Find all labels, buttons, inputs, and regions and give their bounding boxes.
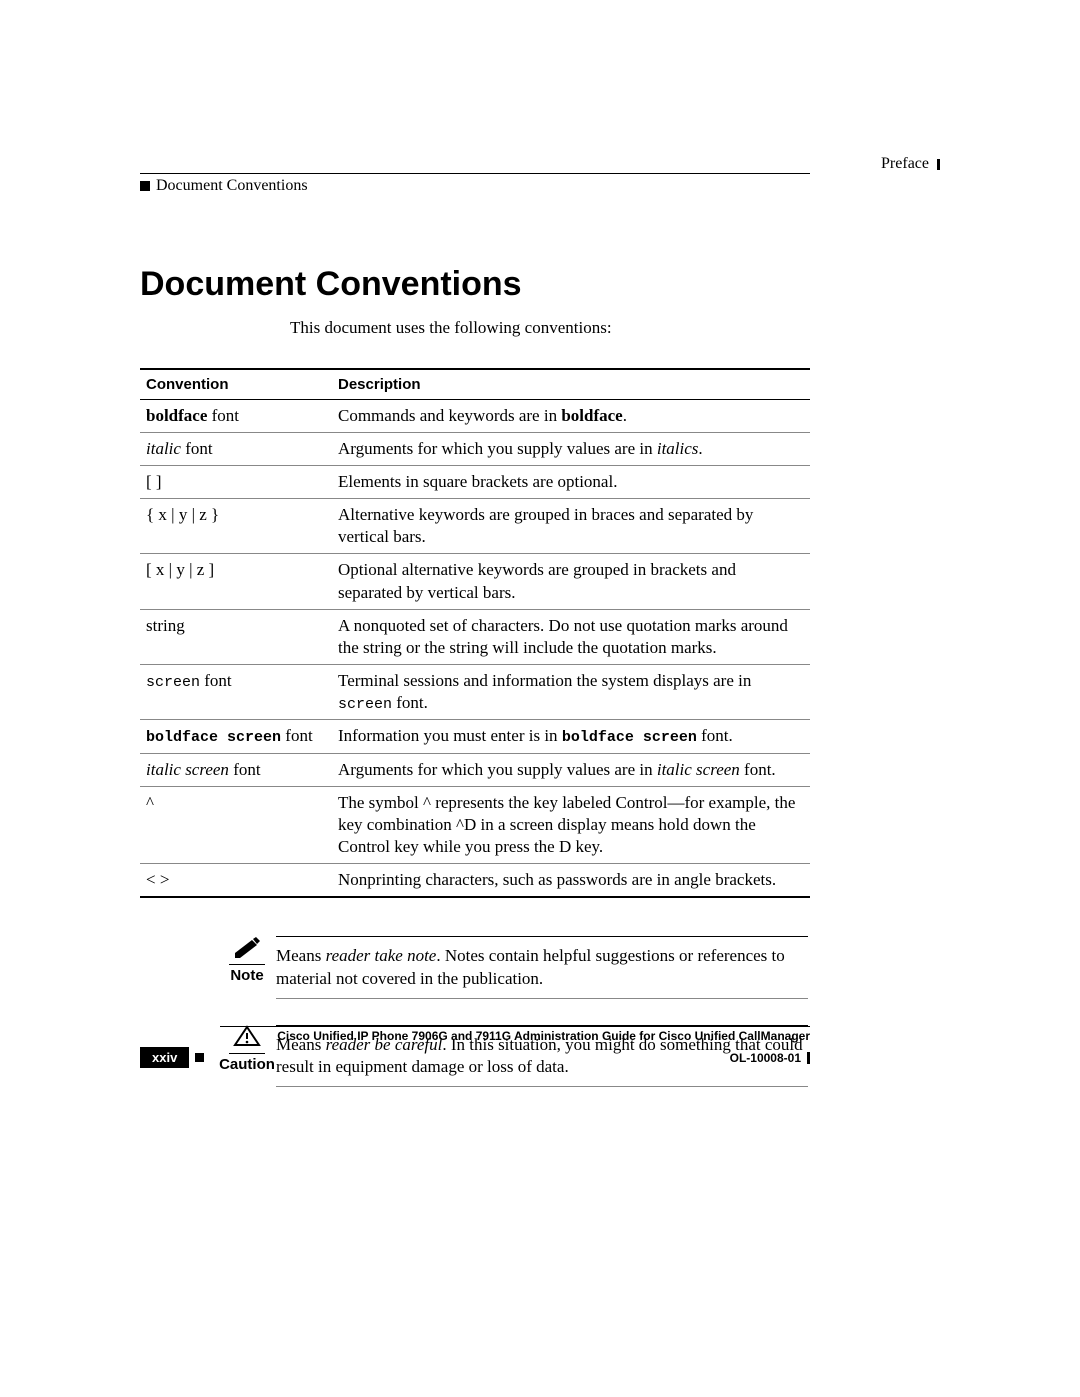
page-number: xxiv <box>140 1047 189 1068</box>
cell-convention: boldface screen font <box>140 720 332 754</box>
cell-description: Nonprinting characters, such as password… <box>332 864 810 898</box>
header-section-label: Document Conventions <box>156 177 308 195</box>
cell-convention: ^ <box>140 787 332 864</box>
header-left-row: Document Conventions <box>140 177 940 195</box>
cell-description: Information you must enter is in boldfac… <box>332 720 810 754</box>
note-icon-block: Note <box>218 936 276 998</box>
cell-convention: screen font <box>140 664 332 720</box>
pencil-icon <box>232 936 262 958</box>
conventions-table: Convention Description boldface font Com… <box>140 368 810 898</box>
cell-description: Arguments for which you supply values ar… <box>332 433 810 466</box>
cell-description: Optional alternative keywords are groupe… <box>332 554 810 609</box>
footer-right: OL-10008-01 <box>730 1051 810 1065</box>
table-header-row: Convention Description <box>140 369 810 400</box>
col-header-description: Description <box>332 369 810 400</box>
cell-convention: { x | y | z } <box>140 499 332 554</box>
note-label: Note <box>218 967 276 984</box>
cell-convention: [ x | y | z ] <box>140 554 332 609</box>
footer-bar <box>807 1052 810 1064</box>
header-square-icon <box>140 181 150 191</box>
cell-description: Terminal sessions and information the sy… <box>332 664 810 720</box>
cell-description: Arguments for which you supply values ar… <box>332 753 810 786</box>
cell-convention: italic font <box>140 433 332 466</box>
table-row: ^ The symbol ^ represents the key labele… <box>140 787 810 864</box>
cell-description: Alternative keywords are grouped in brac… <box>332 499 810 554</box>
table-row: italic font Arguments for which you supp… <box>140 433 810 466</box>
header-rule <box>140 173 810 174</box>
cell-convention: string <box>140 609 332 664</box>
table-row: string A nonquoted set of characters. Do… <box>140 609 810 664</box>
table-row: screen font Terminal sessions and inform… <box>140 664 810 720</box>
table-row: { x | y | z } Alternative keywords are g… <box>140 499 810 554</box>
footer-guide-title: Cisco Unified IP Phone 7906G and 7911G A… <box>140 1029 810 1043</box>
footer-square-icon <box>195 1053 204 1062</box>
preface-label: Preface <box>881 155 929 173</box>
note-body: Means reader take note. Notes contain he… <box>276 936 808 998</box>
cell-description: The symbol ^ represents the key labeled … <box>332 787 810 864</box>
cell-convention: < > <box>140 864 332 898</box>
footer-left: xxiv <box>140 1047 204 1068</box>
table-row: [ x | y | z ] Optional alternative keywo… <box>140 554 810 609</box>
cell-convention: boldface font <box>140 400 332 433</box>
note-callout: Note Means reader take note. Notes conta… <box>218 936 808 998</box>
table-row: boldface font Commands and keywords are … <box>140 400 810 433</box>
header-right-row: Preface <box>140 155 940 173</box>
footer-bottom-row: xxiv OL-10008-01 <box>140 1047 810 1068</box>
footer-rule <box>220 1026 810 1027</box>
cell-description: A nonquoted set of characters. Do not us… <box>332 609 810 664</box>
cell-convention: italic screen font <box>140 753 332 786</box>
cell-description: Elements in square brackets are optional… <box>332 466 810 499</box>
note-icon-underline <box>229 936 265 965</box>
page-footer: Cisco Unified IP Phone 7906G and 7911G A… <box>140 1026 810 1068</box>
table-row: italic screen font Arguments for which y… <box>140 753 810 786</box>
doc-number: OL-10008-01 <box>730 1051 801 1065</box>
cell-description: Commands and keywords are in boldface. <box>332 400 810 433</box>
col-header-convention: Convention <box>140 369 332 400</box>
table-row: boldface screen font Information you mus… <box>140 720 810 754</box>
cell-convention: [ ] <box>140 466 332 499</box>
header-right-bar <box>937 159 940 170</box>
table-row: < > Nonprinting characters, such as pass… <box>140 864 810 898</box>
table-row: [ ] Elements in square brackets are opti… <box>140 466 810 499</box>
page-content: Preface Document Conventions Document Co… <box>140 155 940 1087</box>
intro-text: This document uses the following convent… <box>290 318 940 338</box>
page-title: Document Conventions <box>140 265 940 304</box>
